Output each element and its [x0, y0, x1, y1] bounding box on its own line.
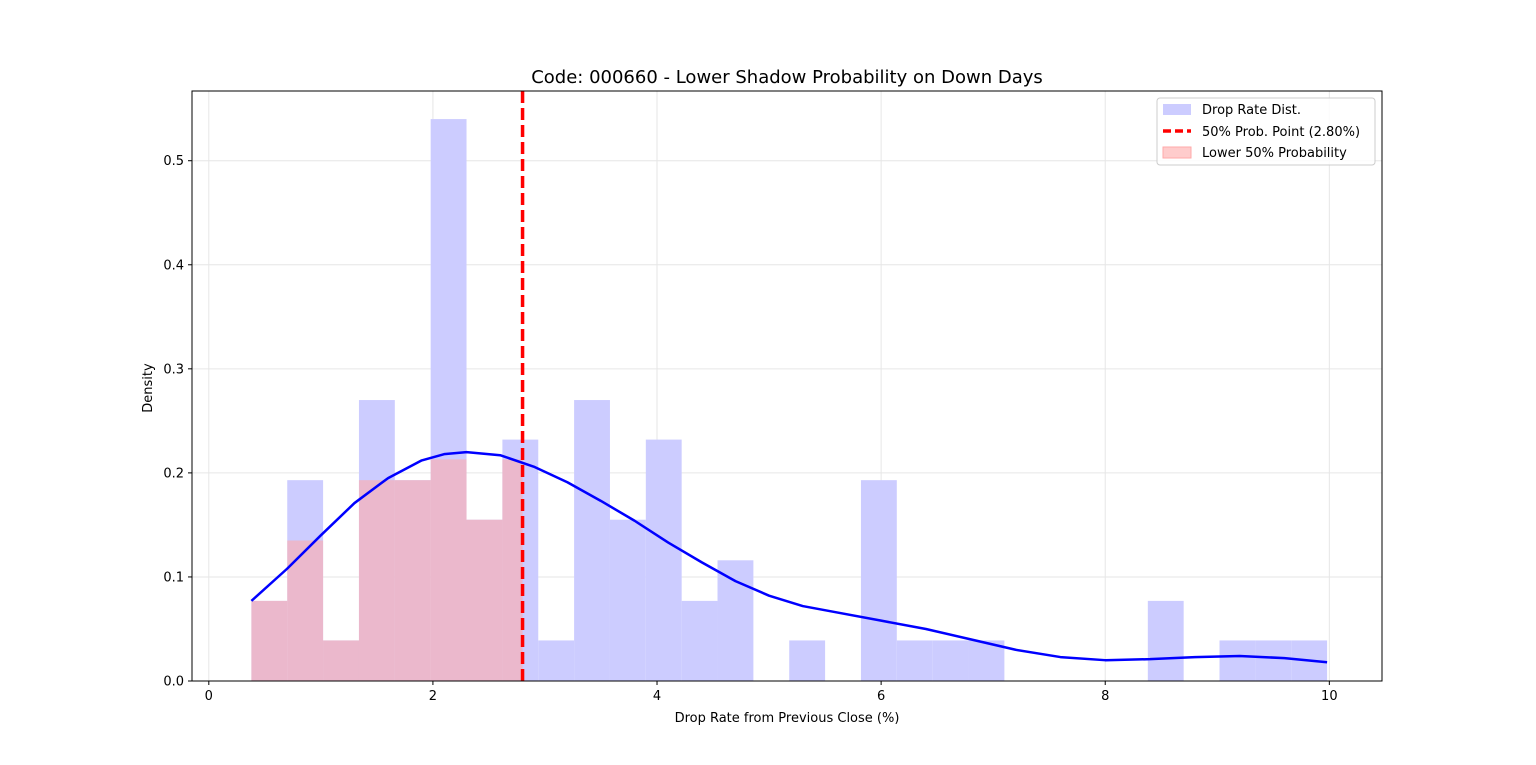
- x-tick-label: 4: [653, 689, 661, 704]
- histogram-bar: [717, 560, 754, 681]
- lower-probability-bar: [251, 600, 288, 681]
- y-tick-label: 0.0: [163, 675, 184, 690]
- lower-probability-bar: [502, 459, 523, 681]
- histogram-bar: [1219, 640, 1256, 681]
- x-axis-ticks: 0 2 4 6 8 10: [205, 681, 1338, 704]
- y-axis-ticks: 0.0 0.1 0.2 0.3 0.4 0.5: [163, 154, 192, 690]
- legend-swatch-lower: [1162, 146, 1192, 159]
- x-tick-label: 6: [877, 689, 885, 704]
- histogram-bar: [896, 640, 933, 681]
- legend-label: Drop Rate Dist.: [1202, 103, 1301, 118]
- lower-probability-bar: [358, 480, 395, 681]
- lower-probability-bar: [430, 459, 467, 681]
- y-tick-label: 0.2: [163, 466, 184, 481]
- x-tick-label: 8: [1101, 689, 1109, 704]
- histogram-bar: [681, 600, 718, 681]
- lower-probability-bar: [466, 519, 503, 681]
- x-tick-label: 10: [1321, 689, 1338, 704]
- legend-frame: [1156, 97, 1376, 166]
- x-tick-label: 0: [205, 689, 213, 704]
- histogram-bar: [789, 640, 826, 681]
- histogram-bar: [1255, 640, 1292, 681]
- histogram-bar: [1147, 600, 1184, 681]
- histogram-bar: [932, 640, 969, 681]
- y-tick-label: 0.1: [163, 570, 184, 585]
- legend: Drop Rate Dist. 50% Prob. Point (2.80%) Lo…: [1156, 97, 1376, 166]
- chart-title: Code: 000660 - Lower Shadow Probability …: [531, 67, 1043, 88]
- y-tick-label: 0.3: [163, 362, 184, 377]
- y-tick-label: 0.4: [163, 258, 184, 273]
- histogram-bar: [574, 400, 610, 681]
- lower-probability-bar: [323, 640, 359, 681]
- legend-label: Lower 50% Probability: [1202, 146, 1347, 161]
- legend-swatch-drop-rate: [1163, 104, 1191, 115]
- lower-probability-bar: [394, 480, 431, 681]
- histogram-bar: [645, 439, 682, 681]
- histogram-bar: [609, 519, 646, 681]
- kde-line: [250, 450, 1328, 664]
- histogram-bar: [860, 480, 897, 681]
- plot-frame: [191, 90, 1383, 682]
- x-tick-label: 2: [429, 689, 437, 704]
- kde-curve: [250, 450, 1328, 664]
- histogram-bar: [538, 640, 575, 681]
- y-tick-label: 0.5: [163, 154, 184, 169]
- histogram-bar: [968, 640, 1005, 681]
- legend-label: 50% Prob. Point (2.80%): [1202, 125, 1360, 140]
- y-axis-label: Density: [141, 363, 156, 413]
- x-axis-label: Drop Rate from Previous Close (%): [675, 711, 900, 726]
